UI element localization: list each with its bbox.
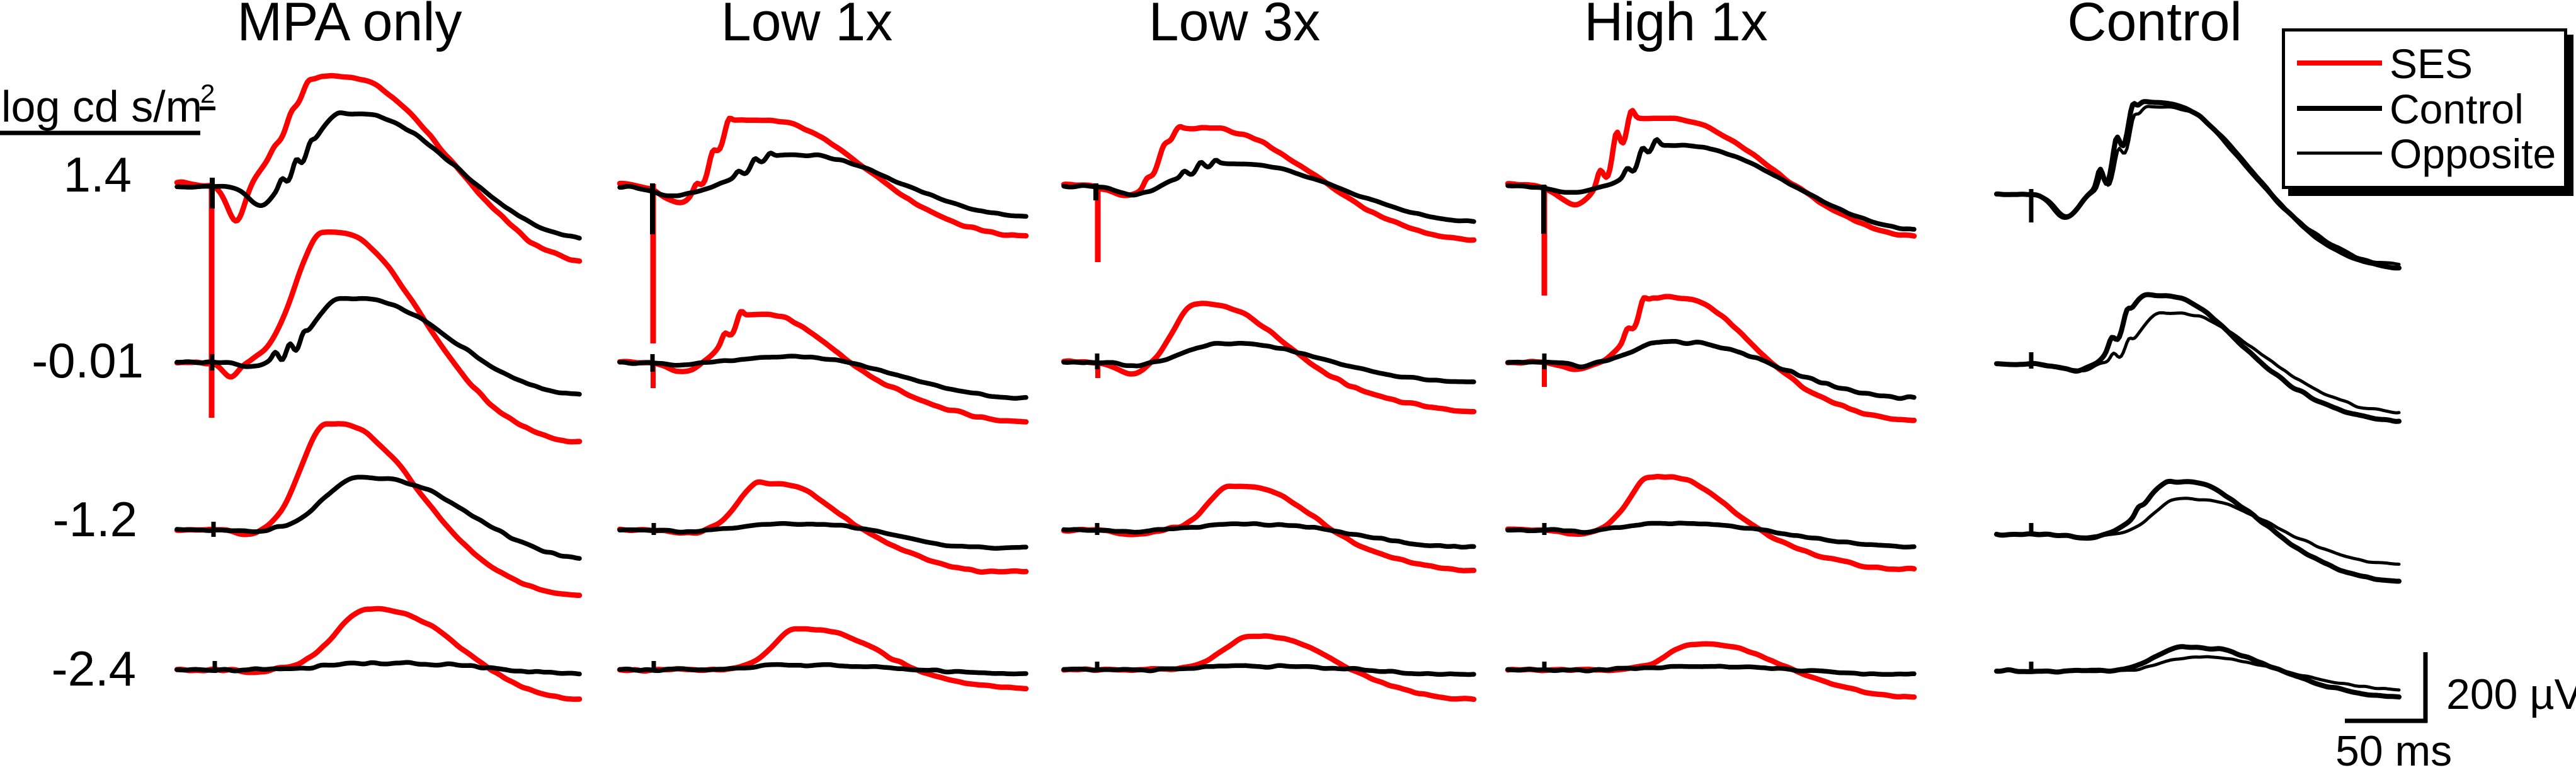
- svg-text:log cd s/m: log cd s/m: [1, 82, 202, 131]
- svg-text:High 1x: High 1x: [1584, 0, 1768, 52]
- svg-text:-2.4: -2.4: [52, 641, 136, 696]
- svg-text:MPA only: MPA only: [237, 0, 462, 52]
- svg-text:Control: Control: [2067, 0, 2242, 52]
- svg-text:Low 3x: Low 3x: [1149, 0, 1321, 52]
- svg-text:Control: Control: [2390, 86, 2524, 132]
- svg-text:SES: SES: [2390, 40, 2473, 87]
- svg-text:Low 1x: Low 1x: [721, 0, 893, 52]
- svg-text:50 ms: 50 ms: [2335, 727, 2452, 767]
- svg-text:-1.2: -1.2: [53, 491, 137, 547]
- svg-text:Opposite: Opposite: [2390, 130, 2556, 177]
- svg-text:2: 2: [200, 79, 215, 108]
- svg-text:-0.01: -0.01: [31, 333, 144, 388]
- svg-text:200 µV: 200 µV: [2446, 670, 2576, 718]
- svg-text:1.4: 1.4: [64, 147, 132, 202]
